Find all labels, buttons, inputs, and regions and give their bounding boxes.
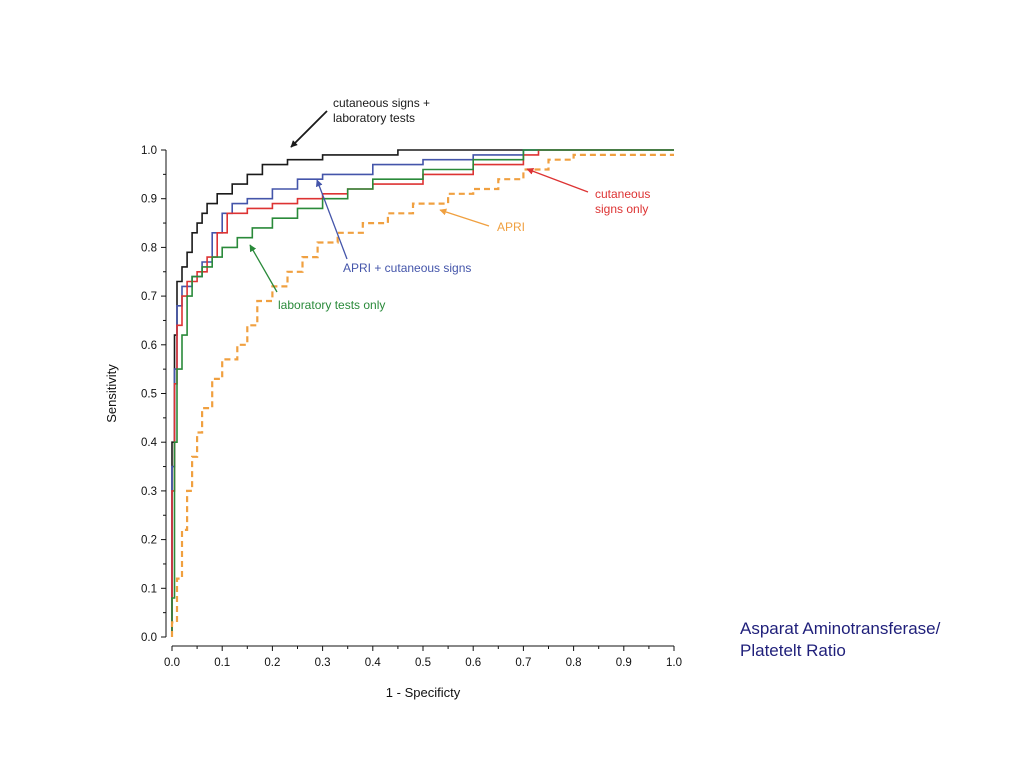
y-tick-label: 0.5	[141, 389, 157, 401]
x-tick-label: 0.7	[515, 657, 531, 669]
annotation-label: laboratory tests only	[278, 298, 385, 312]
y-tick-label: 0.7	[141, 291, 157, 303]
annotation-label: APRI	[497, 220, 525, 234]
annotation-label: cutaneous	[595, 187, 650, 201]
annotation-arrow	[439, 208, 490, 227]
series-cutaneous-signs-only	[171, 149, 674, 637]
annotation-label: signs only	[595, 202, 648, 216]
x-tick-label: 1.0	[666, 657, 682, 669]
x-tick-label: 0.5	[415, 657, 431, 669]
x-axis-title: 1 - Specificty	[386, 685, 461, 700]
series-apri-cutaneous-signs	[171, 149, 674, 637]
y-tick-label: 0.8	[141, 242, 157, 254]
x-tick-label: 0.0	[164, 657, 180, 669]
annotation-apri-cutaneous-signs: APRI + cutaneous signs	[315, 179, 471, 275]
series-apri	[170, 153, 674, 637]
annotation-arrow	[526, 167, 589, 193]
y-tick-label: 0.1	[141, 583, 157, 595]
y-tick-label: 0.0	[141, 632, 157, 644]
y-axis-title: Sensitivity	[104, 364, 119, 423]
y-tick-label: 0.9	[141, 194, 157, 206]
annotation-arrow	[315, 179, 348, 260]
y-tick-label: 0.4	[141, 437, 158, 449]
annotation-apri: APRI	[439, 208, 525, 234]
caption-line-1: Asparat Aminotransferase/	[740, 619, 941, 638]
x-tick-label: 0.2	[264, 657, 280, 669]
x-tick-label: 0.8	[566, 657, 582, 669]
y-tick-label: 0.2	[141, 535, 157, 547]
series-layer	[170, 149, 674, 637]
annotation-label: laboratory tests	[333, 111, 415, 125]
annotation-label: cutaneous signs +	[333, 96, 430, 110]
axes: 0.0 0.1 0.2 0.3 0.4 0.5 0.6 0.7 0.8 0.9 1.0 0.0 0.1 0…	[104, 145, 682, 700]
x-tick-label: 0.1	[214, 657, 230, 669]
x-tick-label: 0.9	[616, 657, 632, 669]
series-laboratory-tests-only	[171, 149, 674, 637]
annotation-label: APRI + cutaneous signs	[343, 261, 471, 275]
annotation-arrow	[290, 110, 328, 148]
side-caption: Asparat Aminotransferase/ Platetelt Rati…	[740, 618, 940, 662]
annotation-cutaneous-signs-laboratory-tests: cutaneous signs +laboratory tests	[290, 96, 430, 148]
x-tick-label: 0.3	[315, 657, 331, 669]
annotation-laboratory-tests-only: laboratory tests only	[249, 244, 385, 312]
series-cutaneous-signs-laboratory-tests	[171, 149, 674, 637]
y-tick-label: 1.0	[141, 145, 157, 157]
x-tick-label: 0.6	[465, 657, 481, 669]
x-tick-label: 0.4	[365, 657, 382, 669]
caption-line-2: Platetelt Ratio	[740, 641, 846, 660]
y-tick-label: 0.3	[141, 486, 157, 498]
annotation-arrow	[249, 244, 278, 293]
annotation-layer: cutaneous signs +laboratory tests APRI + …	[249, 96, 650, 312]
y-tick-label: 0.6	[141, 340, 157, 352]
